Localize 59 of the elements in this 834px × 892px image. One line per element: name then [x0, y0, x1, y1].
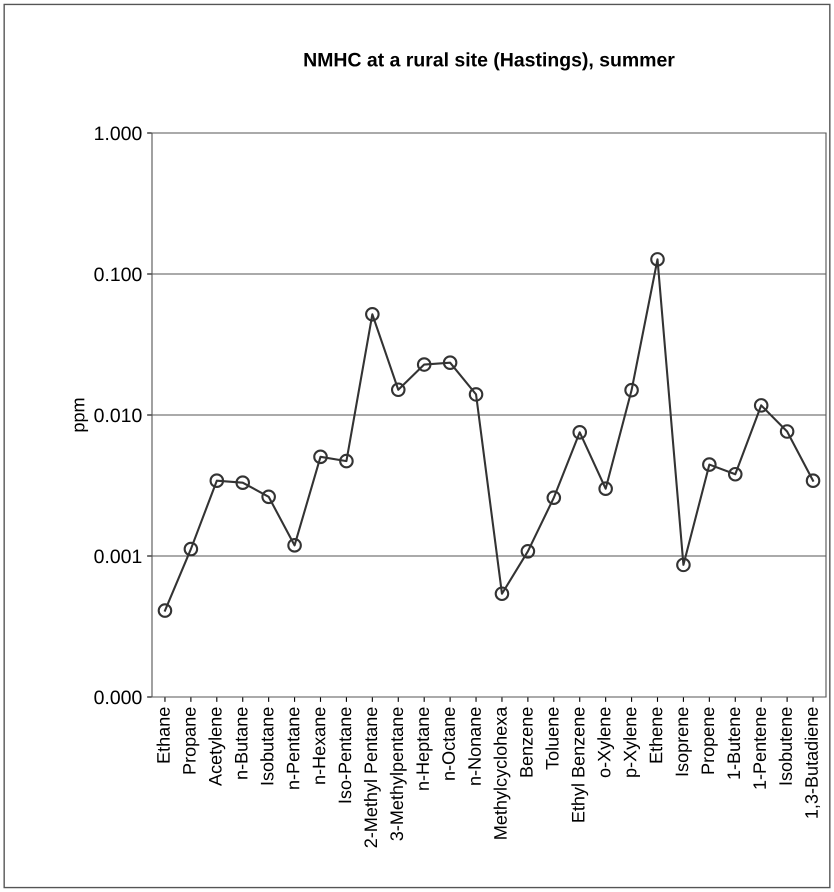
point [468, 387, 484, 402]
x-tick-label: n-Heptane [416, 708, 433, 790]
x-tick-label: Propane [183, 708, 200, 774]
y-tick-label: 0.001 [94, 549, 142, 564]
x-tick-label: Ethene [649, 708, 662, 762]
y-tick-label: 1.000 [95, 126, 142, 140]
point [494, 586, 510, 602]
x-tick-label: Benzene [520, 708, 533, 777]
x-tick-label: 1-Pentene [753, 708, 766, 789]
x-tick-label: Isobutene [778, 708, 792, 784]
point [158, 603, 172, 618]
y-tick-label: 0.000 [94, 690, 142, 704]
point [702, 457, 717, 472]
point [287, 538, 302, 553]
point [650, 252, 665, 267]
x-tick-label: Isoprene [676, 708, 692, 776]
point [442, 355, 458, 370]
x-tick-label: Isobutane [260, 708, 274, 784]
point [365, 306, 380, 322]
point [210, 473, 224, 488]
point [728, 466, 743, 482]
chart-title: NMHC at a rural site (Hastings), summer [304, 52, 675, 70]
point [572, 424, 588, 440]
point [624, 382, 639, 398]
x-tick-label: Methylcyclohexa [494, 706, 510, 839]
x-tick-label: 1-Butene [728, 708, 740, 779]
x-tick-label: Propene [702, 708, 718, 774]
x-tick-label: Toluene [545, 708, 559, 770]
point [780, 424, 794, 439]
point [598, 481, 613, 496]
y-tick-label: 0.010 [94, 408, 142, 422]
x-tick-label: n-Hexane [312, 708, 326, 784]
point [676, 558, 691, 572]
x-tick-label: Ethyl Benzene [571, 708, 588, 822]
x-tick-label: n-Butane [234, 708, 248, 779]
point [261, 489, 276, 504]
x-tick-label: 2-Methyl Pentane [364, 708, 381, 848]
point [546, 490, 562, 506]
x-tick-label: 3-Methylpentane [390, 708, 407, 841]
point [754, 398, 768, 413]
y-axis-title: ppm [74, 398, 88, 432]
x-tick-label: Acetylene [208, 708, 226, 786]
x-tick-label: Ethane [156, 708, 170, 762]
point [184, 542, 198, 556]
x-tick-label: Iso-Pentane [338, 708, 352, 802]
x-tick-label: o-Xylene [597, 708, 614, 778]
point [313, 450, 328, 464]
x-tick-label: p-Xylene [623, 708, 640, 777]
x-tick-label: n-Pentane [286, 708, 300, 789]
point [235, 475, 250, 490]
point [520, 544, 536, 559]
point [339, 454, 354, 468]
y-tick-label: 0.100 [94, 267, 142, 282]
x-tick-label: n-Octane [442, 708, 455, 780]
point [390, 382, 406, 398]
x-tick-label: 1,3-Butadiene [804, 708, 820, 818]
point [806, 473, 820, 488]
point [416, 357, 432, 372]
x-tick-label: n-Nonane [468, 708, 481, 785]
